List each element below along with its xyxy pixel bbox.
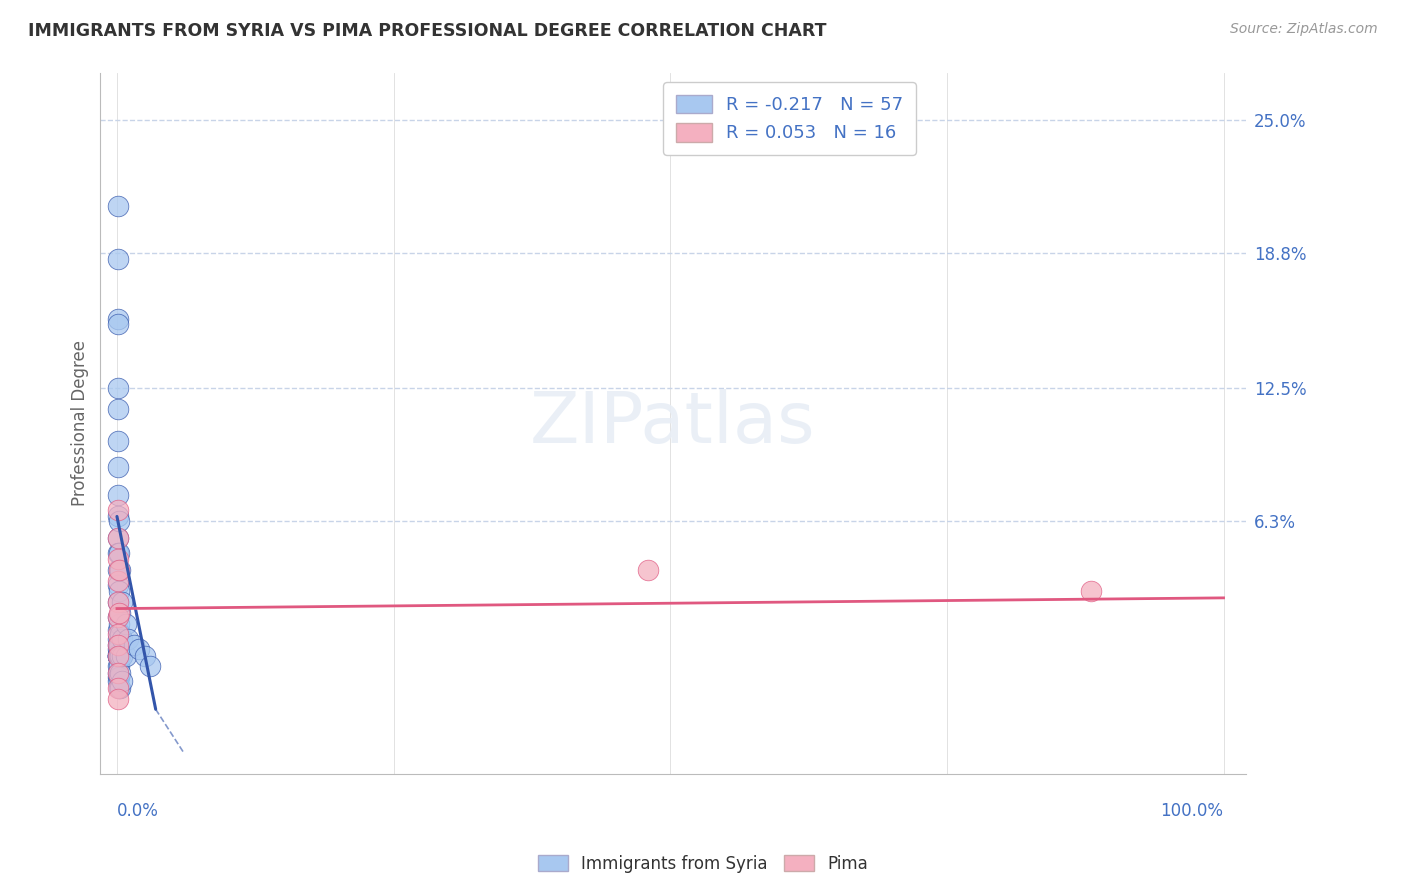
Point	[128, 642, 150, 657]
Point	[107, 648, 129, 663]
Point	[108, 681, 131, 695]
Point	[117, 632, 139, 646]
Point	[107, 531, 129, 545]
Point	[111, 674, 134, 689]
Point	[111, 648, 134, 663]
Point	[107, 632, 129, 646]
Point	[110, 665, 132, 680]
Point	[1080, 584, 1102, 599]
Point	[107, 546, 129, 560]
Point	[107, 610, 129, 624]
Point	[108, 648, 131, 663]
Point	[108, 659, 131, 673]
Point	[107, 638, 129, 652]
Point	[108, 616, 131, 631]
Point	[107, 381, 129, 395]
Point	[139, 659, 162, 673]
Point	[107, 642, 129, 657]
Point	[108, 563, 131, 577]
Point	[107, 563, 129, 577]
Point	[107, 638, 129, 652]
Point	[107, 665, 129, 680]
Point	[107, 691, 129, 706]
Point	[122, 638, 145, 652]
Point	[107, 648, 129, 663]
Point	[107, 252, 129, 267]
Point	[111, 632, 134, 646]
Point	[107, 627, 129, 641]
Point	[107, 503, 129, 517]
Point	[114, 648, 136, 663]
Text: 0.0%: 0.0%	[117, 802, 159, 820]
Point	[107, 312, 129, 326]
Point	[107, 665, 129, 680]
Point	[108, 584, 131, 599]
Point	[114, 616, 136, 631]
Point	[110, 648, 132, 663]
Point	[107, 681, 129, 695]
Point	[107, 402, 129, 417]
Point	[110, 681, 132, 695]
Point	[107, 595, 129, 609]
Point	[107, 578, 129, 592]
Text: ZIPatlas: ZIPatlas	[530, 389, 815, 458]
Point	[107, 648, 129, 663]
Legend: Immigrants from Syria, Pima: Immigrants from Syria, Pima	[531, 848, 875, 880]
Point	[107, 434, 129, 449]
Point	[111, 595, 134, 609]
Point	[107, 648, 129, 663]
Point	[107, 670, 129, 684]
Y-axis label: Professional Degree: Professional Degree	[72, 340, 89, 507]
Point	[107, 460, 129, 475]
Point	[107, 199, 129, 213]
Text: Source: ZipAtlas.com: Source: ZipAtlas.com	[1230, 22, 1378, 37]
Point	[107, 317, 129, 331]
Point	[110, 563, 132, 577]
Point	[134, 648, 156, 663]
Point	[108, 670, 131, 684]
Point	[108, 514, 131, 528]
Point	[108, 606, 131, 620]
Point	[107, 659, 129, 673]
Point	[107, 488, 129, 502]
Point	[110, 627, 132, 641]
Point	[107, 674, 129, 689]
Point	[107, 552, 129, 566]
Text: 100.0%: 100.0%	[1160, 802, 1223, 820]
Legend: R = -0.217   N = 57, R = 0.053   N = 16: R = -0.217 N = 57, R = 0.053 N = 16	[664, 82, 915, 155]
Point	[110, 606, 132, 620]
Point	[108, 546, 131, 560]
Point	[107, 610, 129, 624]
Point	[107, 647, 129, 661]
Point	[107, 648, 129, 663]
Point	[107, 595, 129, 609]
Point	[108, 648, 131, 663]
Point	[107, 574, 129, 588]
Point	[107, 648, 129, 663]
Point	[107, 509, 129, 524]
Point	[108, 638, 131, 652]
Text: IMMIGRANTS FROM SYRIA VS PIMA PROFESSIONAL DEGREE CORRELATION CHART: IMMIGRANTS FROM SYRIA VS PIMA PROFESSION…	[28, 22, 827, 40]
Point	[637, 563, 659, 577]
Point	[107, 531, 129, 545]
Point	[107, 623, 129, 637]
